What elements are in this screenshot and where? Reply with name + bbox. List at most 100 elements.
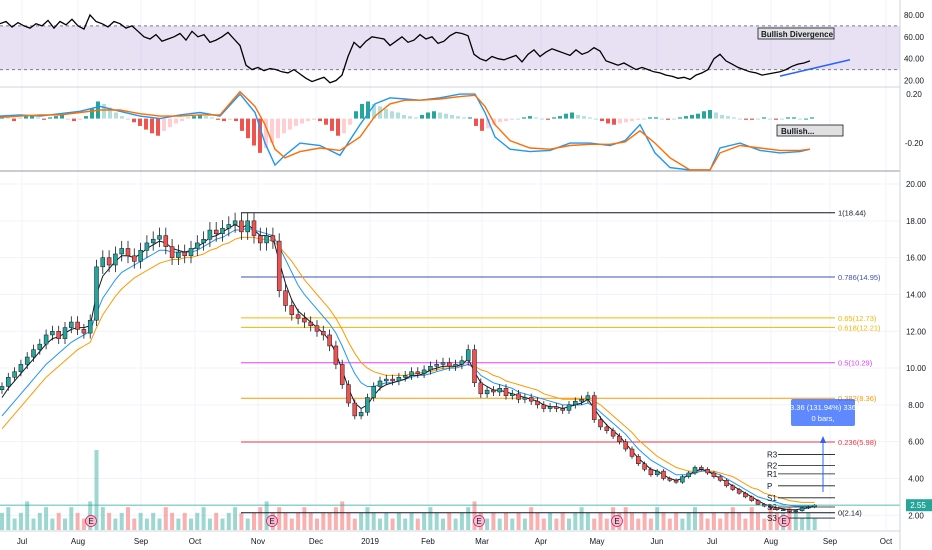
macd-histogram-bar	[354, 111, 358, 119]
earnings-marker	[473, 515, 485, 527]
volume-bars	[0, 450, 817, 530]
candle-body	[415, 371, 421, 374]
fibonacci-level-label: 0.618(12.21)	[838, 323, 881, 332]
volume-bar	[787, 507, 792, 530]
volume-bar	[315, 518, 319, 530]
macd-histogram-bar	[204, 116, 208, 119]
macd-histogram-bar	[294, 118, 298, 126]
volume-bar	[63, 518, 67, 530]
bullish-macd-label: Bullish...	[781, 127, 814, 136]
candle-body	[510, 393, 515, 396]
candle-body	[169, 246, 175, 258]
candle-body	[69, 321, 74, 328]
macd-histogram-bar	[810, 117, 814, 119]
time-tick-label: Nov	[251, 537, 265, 546]
candle-body	[87, 319, 93, 334]
volume-bar	[762, 518, 767, 530]
candle-body	[377, 380, 383, 387]
volume-bar	[699, 512, 704, 530]
macd-histogram-bar	[282, 118, 286, 134]
fibonacci-retracement[interactable]: 1(18.44) 0.786(14.95) 0.65(12.73)0.618(12.…	[241, 209, 881, 518]
candle-body	[724, 480, 729, 487]
volume-bar	[220, 518, 225, 530]
macd-histogram-bar	[558, 116, 562, 119]
candle-body	[352, 402, 358, 417]
candle-body	[100, 257, 106, 268]
macd-histogram-bar	[372, 103, 376, 119]
candle-body	[598, 419, 603, 428]
time-tick-label: Dec	[309, 537, 323, 546]
volume-bar	[686, 512, 691, 530]
candle-body	[705, 469, 710, 474]
macd-histogram-bar	[510, 118, 514, 120]
price-panel: 1(18.44) 0.786(14.95) 0.65(12.73)0.618(12.…	[0, 209, 900, 530]
volume-bar	[321, 512, 326, 530]
candle-body	[270, 235, 276, 242]
bullish-divergence-box[interactable]: Bullish Divergence	[757, 27, 835, 40]
volume-bar	[226, 512, 231, 530]
macd-histogram-bar	[600, 118, 604, 122]
macd-histogram-bar	[564, 113, 568, 119]
macd-histogram-bar	[258, 118, 262, 153]
volume-bar	[195, 512, 200, 530]
candle-body	[654, 470, 660, 476]
volume-bar	[497, 518, 502, 530]
candle-body	[365, 397, 370, 413]
moving-average-mid	[1, 227, 815, 507]
macd-histogram-bar	[306, 118, 310, 122]
macd-histogram-bar	[138, 118, 142, 126]
volume-bar	[126, 507, 130, 530]
price-tick-label: 4.00	[908, 474, 924, 483]
macd-histogram-bar	[708, 110, 712, 119]
measure-text-1: 3.36 (131.94%) 336	[790, 403, 856, 412]
volume-bar	[693, 507, 697, 530]
macd-histogram-bar	[312, 118, 316, 120]
macd-histogram-bar	[60, 114, 64, 119]
macd-histogram-bar	[624, 118, 628, 123]
time-tick-label: Mar	[475, 537, 489, 546]
macd-histogram-bar	[774, 118, 778, 120]
volume-bar	[340, 501, 345, 530]
macd-histogram-bar	[330, 118, 334, 131]
volume-bar	[18, 512, 23, 530]
macd-histogram-bar	[318, 118, 322, 122]
candle-body	[491, 389, 496, 393]
bullish-macd-box[interactable]: Bullish...	[776, 124, 844, 137]
candle-body	[585, 395, 591, 400]
macd-histogram-bar	[726, 116, 730, 119]
macd-histogram-bar	[462, 117, 466, 119]
volume-bar	[365, 507, 370, 530]
time-axis[interactable]: Jul Aug Sep Oct Nov Dec 2019 Feb Mar Apr May Jun Jul…	[17, 537, 893, 546]
fibonacci-level-label: 0.786(14.95)	[838, 273, 881, 282]
macd-histogram-bar	[324, 118, 328, 125]
candle-body	[125, 248, 131, 257]
candle-body	[447, 362, 452, 367]
fibonacci-level-label: 0(2.14)	[838, 509, 862, 518]
price-range-measure[interactable]: 3.36 (131.94%) 336 0 bars,	[790, 399, 856, 492]
volume-bar	[245, 518, 250, 530]
volume-bar	[50, 518, 55, 530]
volume-bar	[516, 512, 521, 530]
candle-body	[302, 318, 307, 323]
rsi-tick-label: 80.00	[904, 11, 925, 20]
rsi-panel: Bullish Divergence	[0, 13, 900, 84]
candle-body	[201, 238, 206, 244]
macd-histogram-bar	[132, 118, 136, 123]
volume-bar	[529, 507, 534, 530]
candle-body	[239, 220, 244, 233]
candle-body	[440, 362, 446, 365]
candle-body	[736, 489, 742, 494]
candle-body	[799, 507, 805, 511]
price-axis[interactable]: 20.00 40.00 60.00 80.00 0.20 -0.20 2.00 4.00 6.0…	[904, 11, 927, 520]
rsi-divergence-trendline[interactable]	[779, 59, 851, 77]
macd-histogram-bar	[102, 103, 106, 119]
macd-histogram-bar	[270, 118, 274, 144]
candle-body	[339, 364, 345, 385]
volume-bar	[667, 518, 672, 530]
volume-bar	[636, 518, 641, 530]
volume-bar	[768, 507, 773, 530]
macd-histogram-bar	[792, 117, 796, 119]
volume-bar	[69, 507, 74, 530]
